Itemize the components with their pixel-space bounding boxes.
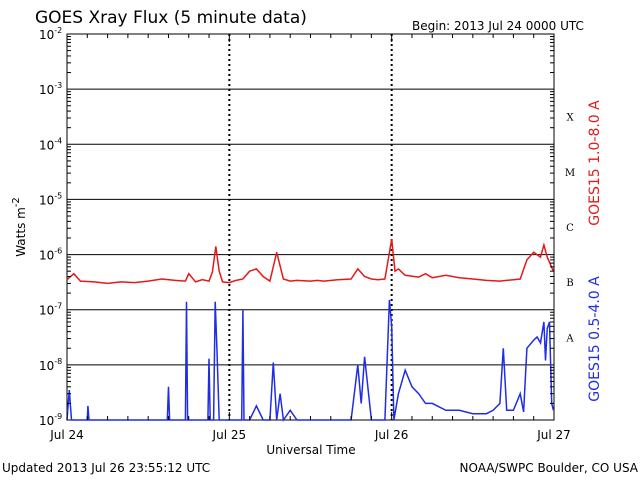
y-axis-label-text: Watts m-2 <box>11 197 28 257</box>
y-tick-label: 10-6 <box>39 247 62 263</box>
flare-class-label-X: X <box>566 113 574 124</box>
chart-title: GOES Xray Flux (5 minute data) <box>35 8 307 28</box>
axes-layer: 10-9 10-8 10-7 10-6 10-5 10-4 10-3 10-2 Jul 24 Ju… <box>39 26 575 442</box>
y-tick-label: 10-7 <box>39 302 62 318</box>
y-tick-label: 10-9 <box>39 412 62 428</box>
flare-class-label-M: M <box>565 168 575 179</box>
begin-time-label: Begin: 2013 Jul 24 0000 UTC <box>412 19 584 33</box>
x-tick-label: Jul 27 <box>536 428 571 442</box>
legend-series-1: GOES15 1.0-8.0 A <box>587 100 603 226</box>
plot-area <box>66 33 555 421</box>
y-tick-label: 10-3 <box>39 81 62 97</box>
y-tick-label: 10-2 <box>39 26 62 42</box>
legend-series-1-label: GOES15 1.0-8.0 A <box>587 100 603 226</box>
series-line-2 <box>66 299 555 423</box>
y-tick-label: 10-5 <box>39 191 62 207</box>
legend-series-2-label: GOES15 0.5-4.0 A <box>587 276 603 402</box>
y-tick-label: 10-4 <box>39 136 62 152</box>
credit-label: NOAA/SWPC Boulder, CO USA <box>460 461 639 475</box>
flare-class-label-A: A <box>565 333 574 344</box>
y-tick-label: 10-8 <box>39 357 62 373</box>
flare-class-label-C: C <box>566 223 574 234</box>
series-layer <box>66 239 555 423</box>
x-tick-label: Jul 24 <box>49 428 84 442</box>
updated-timestamp: Updated 2013 Jul 26 23:55:12 UTC <box>2 461 210 475</box>
y-axis-label-exponent: -2 <box>11 197 22 207</box>
x-axis-label: Universal Time <box>266 443 355 457</box>
flare-class-label-B: B <box>566 278 573 289</box>
series-line-1 <box>66 239 555 285</box>
x-tick-label: Jul 26 <box>374 428 409 442</box>
y-axis-label: Watts m-2 <box>11 197 28 257</box>
legend-series-2: GOES15 0.5-4.0 A <box>587 276 603 402</box>
x-tick-label: Jul 25 <box>212 428 247 442</box>
